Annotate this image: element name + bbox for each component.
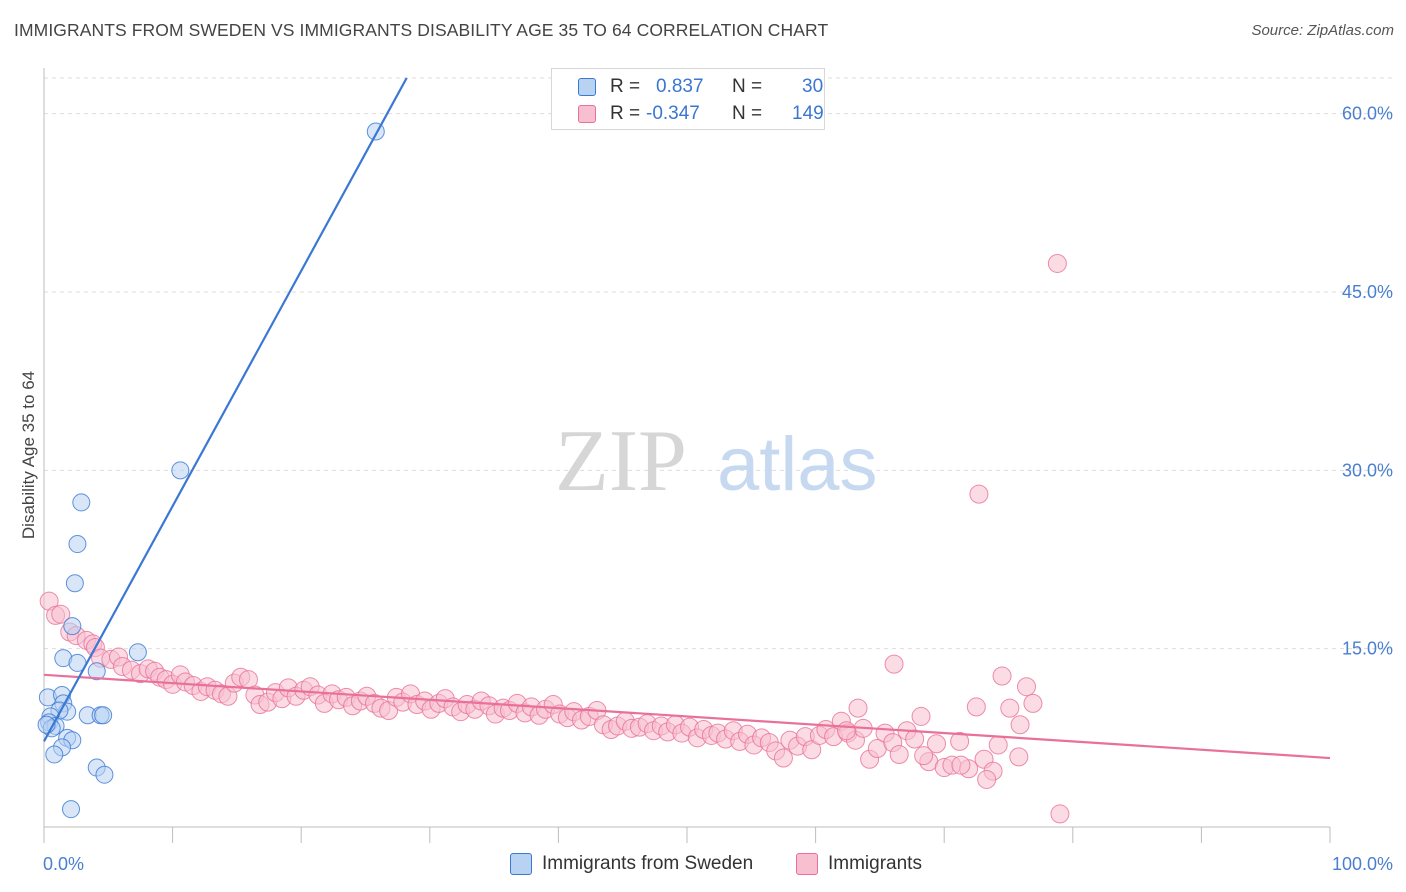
data-point <box>905 729 925 749</box>
data-point <box>848 698 868 718</box>
correlation-legend: R = 0.837 N = 30 R = -0.347 N = 149 <box>551 68 825 130</box>
data-point <box>65 574 84 593</box>
x-tick-label-max: 100.0% <box>1332 854 1393 874</box>
data-point <box>966 697 986 717</box>
legend-swatch-sweden <box>578 78 596 96</box>
trend-lines <box>43 77 1331 760</box>
data-point <box>914 746 934 766</box>
trend-line-immigrants <box>43 673 1331 760</box>
y-tick-label: 45.0% <box>1342 282 1393 302</box>
trend-line-sweden <box>43 77 408 742</box>
watermark-zip: ZIP <box>555 413 687 510</box>
data-point <box>62 800 81 819</box>
x-tick-labels: 0.0% 100.0% <box>43 854 1393 874</box>
data-point <box>773 748 793 768</box>
legend-r-label: R = <box>610 76 641 97</box>
grid-lines <box>44 77 1393 650</box>
legend-n-value-immigrants: 149 <box>792 103 824 124</box>
data-point <box>68 535 87 554</box>
y-tick-label: 60.0% <box>1342 104 1393 124</box>
bottom-legend-label-immigrants: Immigrants <box>828 853 922 874</box>
data-point <box>911 706 931 726</box>
data-point <box>1010 715 1030 735</box>
legend-r-label: R = <box>610 103 641 124</box>
data-point <box>87 662 106 681</box>
data-point <box>72 493 91 512</box>
bottom-legend-label-sweden: Immigrants from Sweden <box>542 853 754 874</box>
data-point <box>1009 747 1029 767</box>
y-tick-labels: 15.0% 30.0% 45.0% 60.0% <box>1342 104 1393 659</box>
bottom-legend-swatch-sweden <box>510 853 532 875</box>
sweden-points <box>37 122 385 819</box>
legend-n-label: N = <box>732 76 763 97</box>
data-point <box>95 765 114 784</box>
source-label: Source: ZipAtlas.com <box>1251 22 1394 39</box>
data-point <box>926 734 946 754</box>
data-point <box>992 666 1012 686</box>
data-point <box>63 617 82 636</box>
legend-r-value-sweden: 0.837 <box>656 76 704 97</box>
immigrants-points <box>39 253 1070 824</box>
data-point <box>950 731 970 751</box>
watermark-atlas: atlas <box>717 422 878 507</box>
data-point <box>836 721 856 741</box>
chart-title: IMMIGRANTS FROM SWEDEN VS IMMIGRANTS DIS… <box>14 20 829 40</box>
data-point <box>969 484 989 504</box>
data-point <box>1050 804 1070 824</box>
y-tick-label: 15.0% <box>1342 639 1393 659</box>
data-point <box>977 769 997 789</box>
data-point <box>45 745 64 764</box>
y-tick-label: 30.0% <box>1342 460 1393 480</box>
legend-n-value-sweden: 30 <box>802 76 824 97</box>
data-point <box>1047 253 1067 273</box>
data-point <box>1000 698 1020 718</box>
data-point <box>988 735 1008 755</box>
bottom-legend-swatch-immigrants <box>796 853 818 875</box>
y-axis-title: Disability Age 35 to 64 <box>19 371 38 539</box>
data-point <box>128 643 147 662</box>
data-point <box>951 755 971 775</box>
legend-r-value-immigrants: -0.347 <box>646 103 700 124</box>
watermark: ZIP atlas <box>555 413 878 510</box>
data-point <box>1017 677 1037 697</box>
x-tick-label-min: 0.0% <box>43 854 84 874</box>
data-point <box>171 461 190 480</box>
data-point <box>94 706 113 725</box>
axes <box>43 68 1331 843</box>
legend-swatch-immigrants <box>578 105 596 123</box>
legend-n-label: N = <box>732 103 763 124</box>
data-point <box>1023 693 1043 713</box>
data-point <box>51 604 71 624</box>
data-point <box>889 744 909 764</box>
data-point <box>884 654 904 674</box>
